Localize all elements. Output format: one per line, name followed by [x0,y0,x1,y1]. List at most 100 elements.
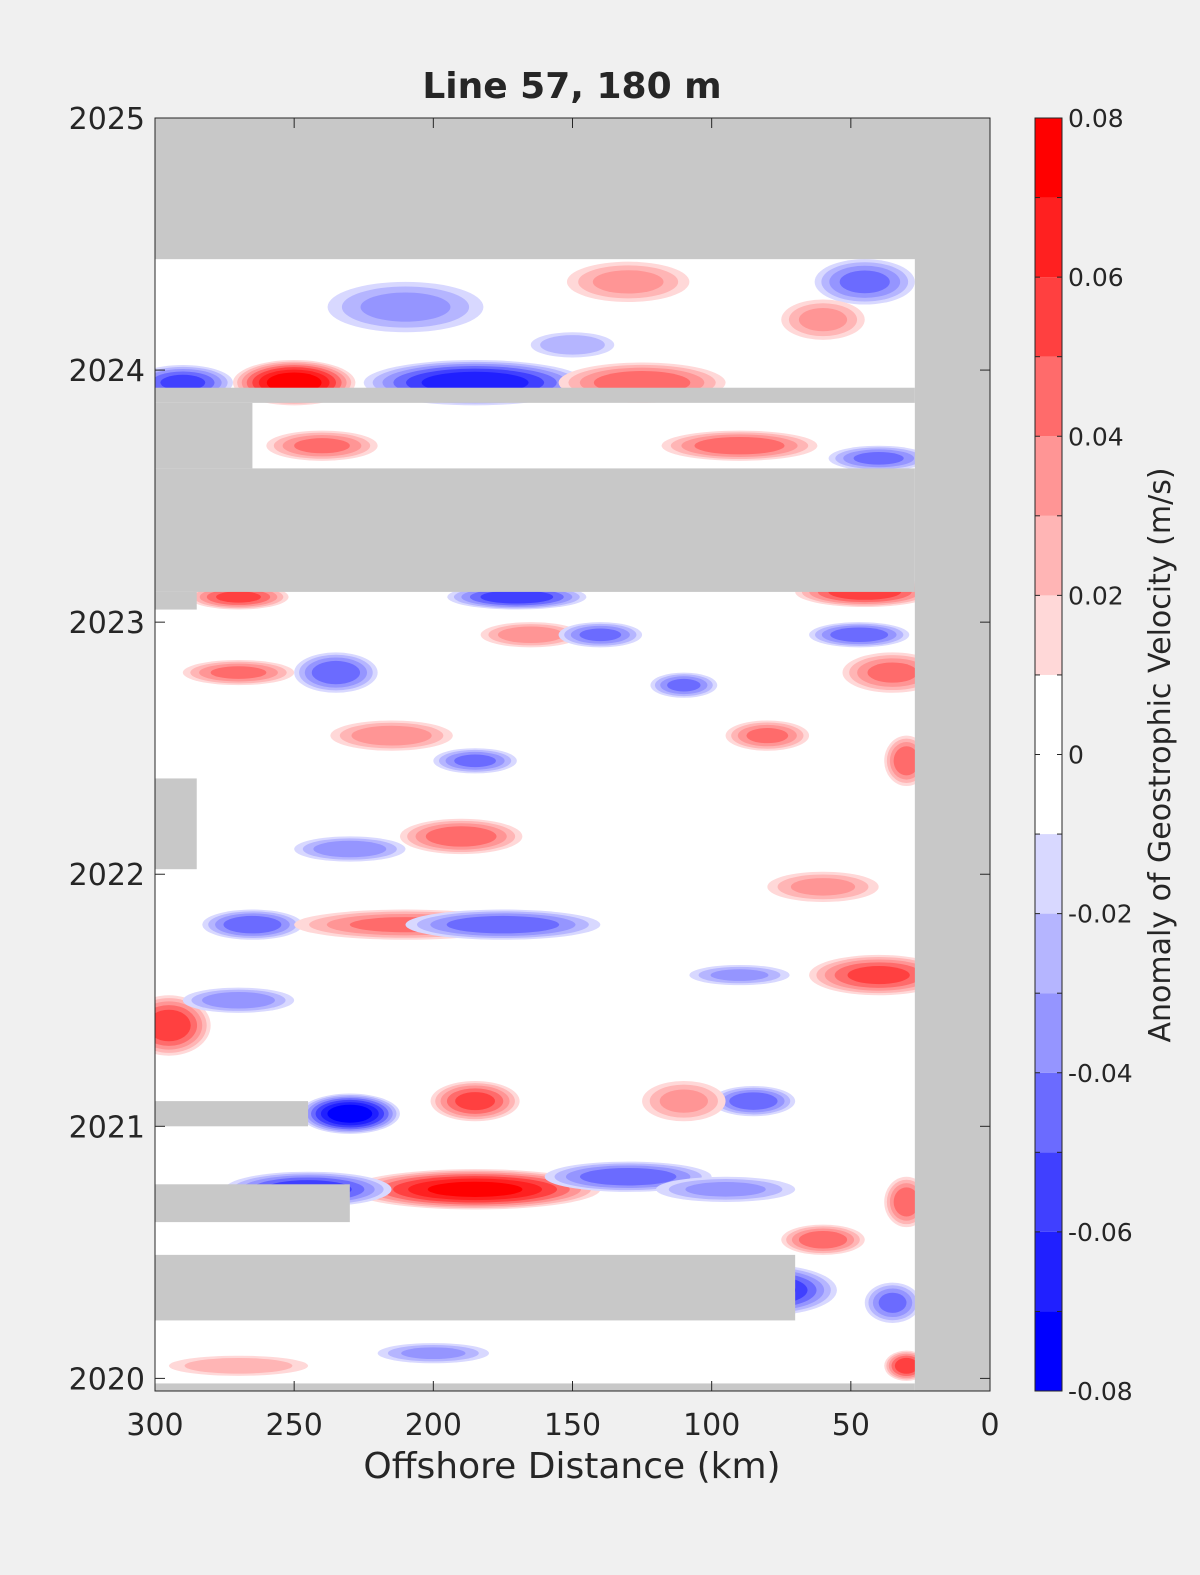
x-tick-label: 250 [266,1408,323,1443]
contour-level [202,992,275,1009]
contour-level [294,438,350,454]
x-tick-label: 150 [544,1408,601,1443]
contour-level [798,1231,848,1249]
anomaly-contours [155,259,949,1381]
contour-level [694,436,785,455]
no-data-region [155,118,990,260]
colorbar-tick-label: -0.04 [1068,1059,1133,1088]
anomaly-blob [182,659,295,686]
y-axis: 2020 2021 2022 2023 2024 2025 [69,102,990,1397]
contour-level [847,966,910,985]
anomaly-blob [711,1085,796,1117]
colorbar-swatch [1035,356,1062,437]
anomaly-blob [377,1343,490,1364]
colorbar-swatch [1035,197,1062,278]
contour-level [216,591,261,603]
contour-level [710,969,769,981]
contour-level [160,374,206,391]
anomaly-blob [689,964,790,986]
contour-level [729,1092,778,1110]
contour-level [579,1168,677,1186]
anomaly-blob [828,445,929,471]
colorbar: 0.08 0.06 0.04 0.02 0 -0.02 -0.04 -0.06 -0.08 An… [1034,104,1178,1406]
no-data-region [155,468,915,592]
colorbar-swatch [1035,1152,1062,1232]
y-tick-label: 2022 [69,858,145,893]
colorbar-swatch [1035,277,1062,357]
anomaly-blob [864,1282,921,1323]
colorbar-swatch [1035,1072,1062,1153]
no-data-region [155,387,915,403]
no-data-region [155,402,253,469]
contour-level [667,678,701,692]
contour-level [360,292,451,322]
colorbar-swatch [1035,993,1062,1073]
no-data-region [914,118,990,1391]
contour-level [746,728,789,744]
colorbar-swatch [1035,1231,1062,1312]
anomaly-blob [266,430,378,461]
colorbar-ticks: 0.08 0.06 0.04 0.02 0 -0.02 -0.04 -0.06 -0.08 [1035,104,1133,1406]
contour-level [659,1089,708,1113]
anomaly-blob [725,720,810,751]
contour-level [155,1009,191,1042]
contour-level [327,1104,373,1123]
plot-area [154,117,991,1392]
anomaly-blob [349,1169,601,1210]
contour-level [878,1292,907,1313]
colorbar-swatches [1035,118,1062,1391]
colorbar-swatch [1035,595,1062,675]
no-data-region [155,1101,309,1127]
y-tick-label: 2024 [69,354,145,389]
contour-level [685,1182,766,1197]
anomaly-blob [767,871,879,902]
colorbar-tick-label: -0.02 [1068,900,1133,929]
no-data-region [155,1254,796,1321]
y-tick-label: 2025 [69,102,145,137]
x-tick-label: 0 [980,1408,999,1443]
anomaly-blob [294,652,378,693]
no-data-region [155,778,197,870]
contour-level [480,590,554,604]
colorbar-swatch [1035,913,1062,994]
anomaly-blob [650,672,718,698]
x-tick-label: 100 [683,1408,740,1443]
anomaly-blob [430,1080,520,1122]
contour-level [311,660,361,685]
no-data-region [155,1383,915,1391]
anomaly-blob [480,622,581,648]
colorbar-tick-label: 0.02 [1068,581,1124,610]
anomaly-blob [809,622,910,648]
anomaly-blob [433,748,517,774]
colorbar-swatch [1035,674,1062,755]
colorbar-swatch [1035,834,1062,914]
colorbar-tick-label: 0.08 [1068,104,1124,133]
contour-level [455,1092,495,1111]
contour-level [592,270,664,294]
anomaly-blob [781,1224,865,1255]
anomaly-blob [299,1093,400,1134]
chart-title: Line 57, 180 m [422,66,721,107]
contour-level [401,1347,466,1360]
anomaly-blob [405,909,601,940]
contour-level [830,627,889,643]
contour-level [893,1187,920,1217]
y-tick-label: 2020 [69,1362,145,1397]
contour-level [790,878,856,896]
anomaly-blob [642,1080,726,1122]
anomaly-blob [155,995,211,1056]
contour-level [894,1357,919,1374]
anomaly-blob [182,987,295,1013]
x-axis: 300 250 200 150 100 50 0 [126,118,1000,1443]
anomaly-blob [566,261,690,303]
colorbar-tick-label: -0.06 [1068,1218,1133,1247]
colorbar-tick-label: 0.04 [1068,422,1124,451]
x-tick-label: 50 [832,1408,870,1443]
colorbar-swatch [1035,754,1062,835]
contour-level [893,746,920,776]
x-axis-label: Offshore Distance (km) [363,1446,780,1487]
contour-level [839,270,890,294]
no-data-region [155,591,197,610]
anomaly-blob [327,281,484,333]
